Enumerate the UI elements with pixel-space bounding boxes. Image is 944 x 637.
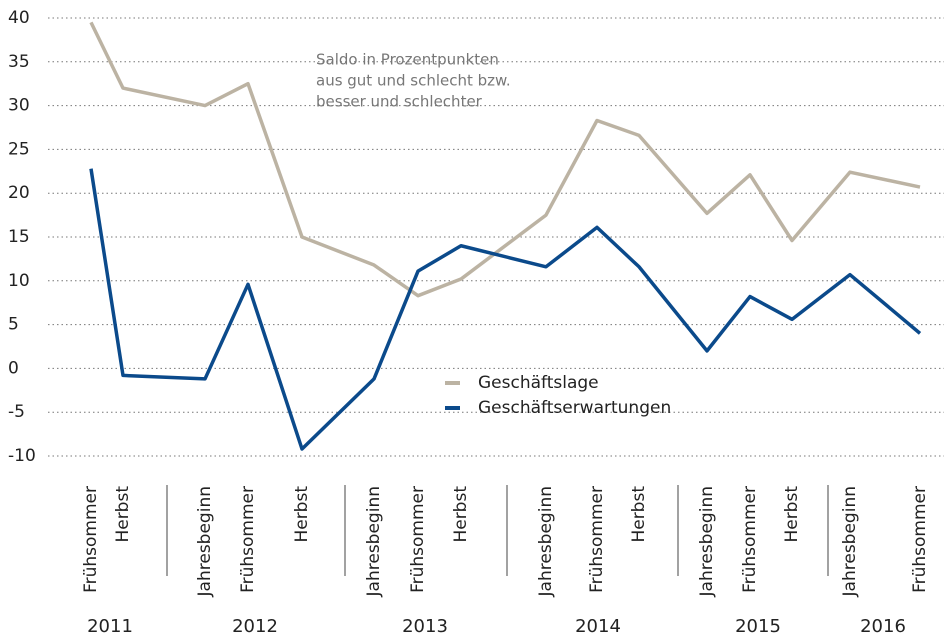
- year-label: 2014: [575, 616, 621, 637]
- x-tick-label: Jahresbeginn: [364, 486, 384, 597]
- x-tick-label: Herbst: [782, 486, 802, 543]
- y-tick-label: 5: [8, 315, 19, 335]
- x-tick-label: Herbst: [629, 486, 649, 543]
- annotation: Saldo in Prozentpunkten: [316, 51, 499, 69]
- x-tick-label: Jahresbeginn: [536, 486, 556, 597]
- y-tick-label: 10: [8, 271, 30, 291]
- annotation: besser und schlechter: [316, 93, 483, 111]
- year-label: 2011: [87, 616, 133, 637]
- x-tick-label: Frühsommer: [587, 486, 607, 593]
- x-tick-label: Frühsommer: [910, 486, 930, 593]
- y-tick-label: 35: [8, 52, 30, 72]
- x-tick-label: Herbst: [292, 486, 312, 543]
- year-label: 2016: [860, 616, 906, 637]
- legend-label: Geschäftslage: [478, 373, 599, 393]
- x-tick-label: Jahresbeginn: [195, 486, 215, 597]
- x-tick-label: Jahresbeginn: [697, 486, 717, 597]
- y-tick-label: -10: [8, 446, 36, 466]
- legend-label: Geschäftserwartungen: [478, 398, 671, 418]
- x-tick-label: Frühsommer: [81, 486, 101, 593]
- y-tick-label: -5: [8, 402, 25, 422]
- x-tick-label: Herbst: [451, 486, 471, 543]
- series-line: [89, 21, 921, 298]
- series-line: [89, 168, 922, 451]
- y-tick-label: 15: [8, 227, 30, 247]
- year-label: 2013: [402, 616, 448, 637]
- x-tick-label: Frühsommer: [740, 486, 760, 593]
- y-tick-label: 40: [8, 8, 30, 28]
- annotation: aus gut und schlecht bzw.: [316, 72, 511, 90]
- x-tick-label: Jahresbeginn: [840, 486, 860, 597]
- year-label: 2012: [232, 616, 278, 637]
- x-tick-label: Herbst: [113, 486, 133, 543]
- y-tick-label: 30: [8, 96, 30, 116]
- y-tick-label: 20: [8, 183, 30, 203]
- x-tick-label: Frühsommer: [238, 486, 258, 593]
- y-tick-label: 0: [8, 358, 19, 378]
- y-tick-label: 25: [8, 139, 30, 159]
- x-tick-label: Frühsommer: [408, 486, 428, 593]
- year-label: 2015: [735, 616, 781, 637]
